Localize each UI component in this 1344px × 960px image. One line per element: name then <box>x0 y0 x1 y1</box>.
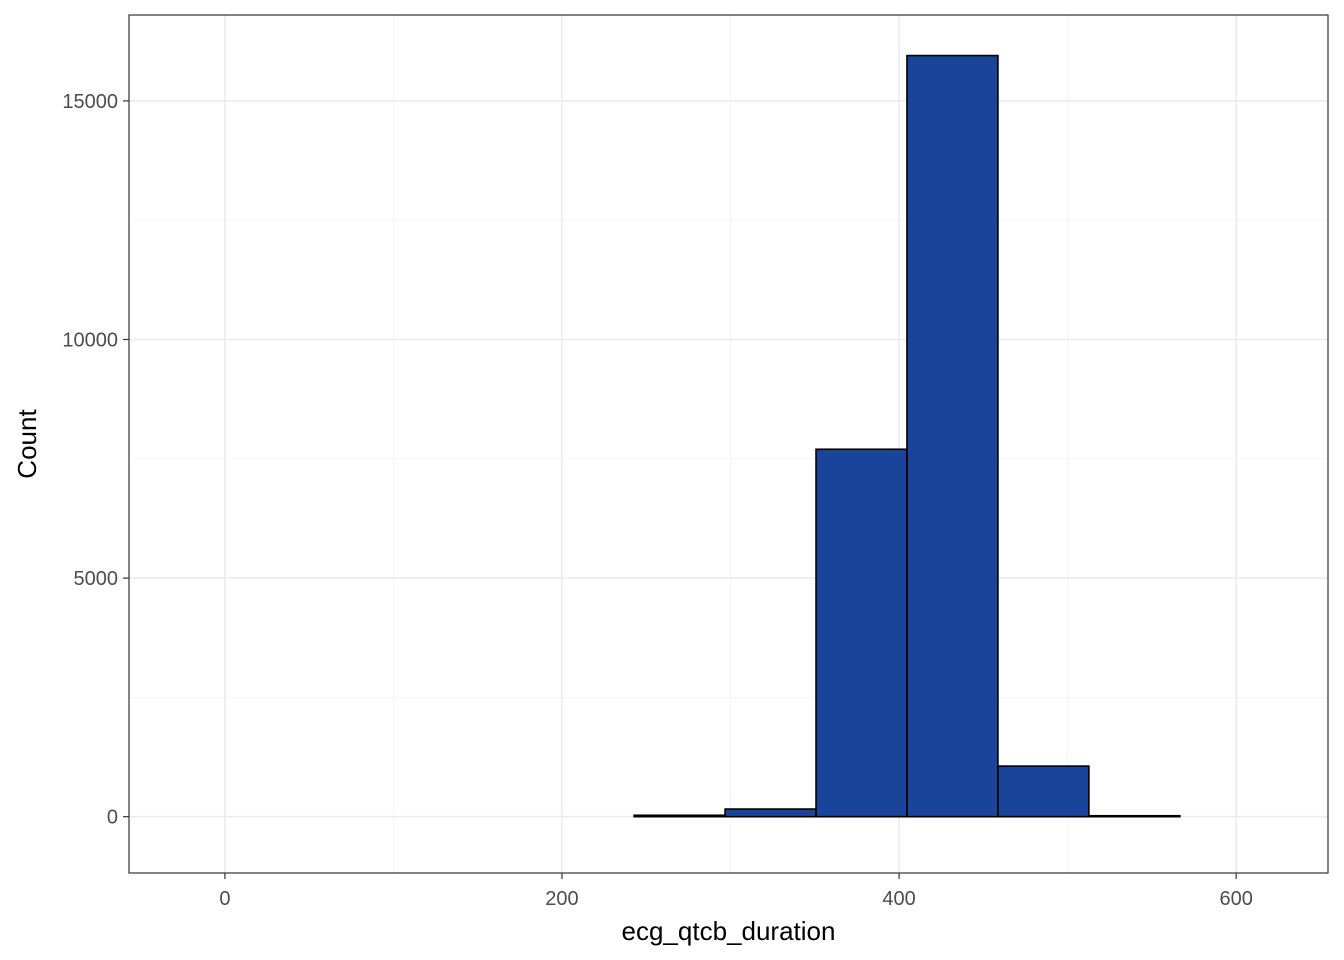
histogram-bar <box>724 808 817 818</box>
histogram-bar <box>1088 814 1181 818</box>
y-tick-label: 0 <box>107 807 118 829</box>
histogram-bars <box>633 54 1181 818</box>
y-axis: 0 5000 10000 15000 <box>62 91 129 829</box>
histogram-bar <box>906 54 999 818</box>
histogram-bar <box>815 448 908 818</box>
x-tick-label: 0 <box>219 888 230 910</box>
y-tick-label: 10000 <box>62 329 118 351</box>
x-tick-label: 600 <box>1219 888 1252 910</box>
x-axis-title: ecg_qtcb_duration <box>622 916 836 946</box>
panel-border <box>128 14 1329 874</box>
x-tick-label: 400 <box>882 888 915 910</box>
histogram-bar <box>997 765 1090 818</box>
x-axis: 0 200 400 600 <box>219 873 1253 910</box>
x-tick-label: 200 <box>545 888 578 910</box>
grid-minor <box>129 15 1328 873</box>
y-tick-label: 15000 <box>62 91 118 113</box>
histogram-bar <box>633 814 726 818</box>
y-axis-title: Count <box>12 409 42 479</box>
y-tick-label: 5000 <box>74 568 119 590</box>
